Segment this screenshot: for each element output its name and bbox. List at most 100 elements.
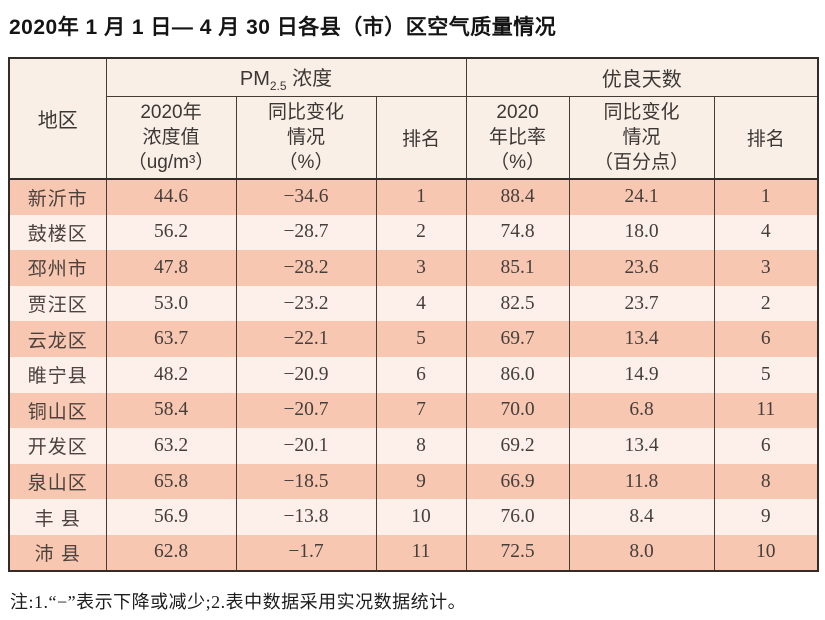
cell-pm-change: −20.9 bbox=[235, 356, 377, 393]
cell-good-change: 24.1 bbox=[568, 179, 715, 215]
cell-region: 丰 县 bbox=[8, 499, 107, 535]
cell-region: 邳州市 bbox=[8, 250, 107, 286]
cell-region: 铜山区 bbox=[8, 392, 107, 429]
header-pm25-group: PM2.5 浓度 bbox=[105, 58, 467, 97]
pm25-label-subscript: 2.5 bbox=[269, 78, 287, 93]
header-good-rank: 排名 bbox=[713, 96, 819, 180]
cell-pm-rank: 10 bbox=[375, 499, 467, 535]
cell-pm-value: 56.9 bbox=[105, 499, 237, 535]
header-good-rate: 2020 年比率 （%） bbox=[465, 96, 570, 180]
cell-good-rate: 66.9 bbox=[465, 463, 570, 500]
cell-good-change: 14.9 bbox=[568, 356, 715, 393]
table-row: 铜山区 58.4 −20.7 7 70.0 6.8 11 bbox=[8, 392, 819, 429]
cell-good-rate: 72.5 bbox=[465, 534, 570, 571]
header-pm-change: 同比变化 情况 （%） bbox=[235, 96, 377, 180]
table-row: 云龙区 63.7 −22.1 5 69.7 13.4 6 bbox=[8, 321, 819, 357]
header-good-change: 同比变化 情况 （百分点） bbox=[568, 96, 715, 180]
cell-good-change: 11.8 bbox=[568, 463, 715, 500]
cell-pm-rank: 2 bbox=[375, 214, 467, 251]
cell-pm-rank: 8 bbox=[375, 428, 467, 464]
table-row: 睢宁县 48.2 −20.9 6 86.0 14.9 5 bbox=[8, 356, 819, 393]
cell-pm-change: −1.7 bbox=[235, 534, 377, 571]
cell-pm-rank: 9 bbox=[375, 463, 467, 500]
cell-pm-value: 47.8 bbox=[105, 250, 237, 286]
cell-region: 睢宁县 bbox=[8, 356, 107, 393]
header-sub-row: 2020年 浓度值 （ug/m³） 同比变化 情况 （%） 排名 2020 年比… bbox=[9, 96, 819, 180]
cell-good-change: 6.8 bbox=[568, 392, 715, 429]
cell-good-rate: 82.5 bbox=[465, 285, 570, 322]
cell-pm-change: −18.5 bbox=[235, 463, 377, 500]
cell-good-rate: 85.1 bbox=[465, 250, 570, 286]
cell-pm-change: −28.2 bbox=[235, 250, 377, 286]
cell-region: 泉山区 bbox=[8, 463, 107, 500]
cell-pm-change: −34.6 bbox=[235, 179, 377, 215]
cell-pm-change: −20.7 bbox=[235, 392, 377, 429]
cell-pm-value: 65.8 bbox=[105, 463, 237, 500]
header-region: 地区 bbox=[8, 58, 107, 180]
cell-good-rank: 5 bbox=[713, 356, 819, 393]
cell-good-change: 23.7 bbox=[568, 285, 715, 322]
pm25-label-prefix: PM bbox=[239, 67, 270, 90]
cell-region: 贾汪区 bbox=[8, 285, 107, 322]
cell-pm-rank: 4 bbox=[375, 285, 467, 322]
cell-good-change: 18.0 bbox=[568, 214, 715, 251]
table-header: 地区 PM2.5 浓度 优良天数 2020年 浓度值 （ug/m³） 同比变化 … bbox=[8, 58, 819, 180]
cell-pm-value: 58.4 bbox=[105, 392, 237, 429]
cell-pm-value: 63.7 bbox=[105, 321, 237, 357]
cell-pm-value: 62.8 bbox=[105, 534, 237, 571]
cell-pm-change: −22.1 bbox=[235, 321, 377, 357]
table-row: 贾汪区 53.0 −23.2 4 82.5 23.7 2 bbox=[8, 285, 819, 322]
header-pm-rank: 排名 bbox=[375, 96, 467, 180]
cell-pm-rank: 3 bbox=[375, 250, 467, 286]
cell-pm-rank: 7 bbox=[375, 392, 467, 429]
table-row: 邳州市 47.8 −28.2 3 85.1 23.6 3 bbox=[8, 250, 819, 286]
cell-good-rank: 6 bbox=[713, 321, 819, 357]
cell-good-rate: 88.4 bbox=[465, 179, 570, 215]
cell-good-change: 13.4 bbox=[568, 321, 715, 357]
cell-pm-rank: 6 bbox=[375, 356, 467, 393]
table-row: 沛 县 62.8 −1.7 11 72.5 8.0 10 bbox=[8, 534, 819, 571]
cell-good-change: 8.0 bbox=[568, 534, 715, 571]
cell-region: 鼓楼区 bbox=[8, 214, 107, 251]
cell-pm-value: 56.2 bbox=[105, 214, 237, 251]
cell-good-rank: 4 bbox=[713, 214, 819, 251]
cell-good-rank: 11 bbox=[713, 392, 819, 429]
cell-region: 沛 县 bbox=[8, 534, 107, 571]
cell-good-rate: 70.0 bbox=[465, 392, 570, 429]
cell-good-change: 13.4 bbox=[568, 428, 715, 464]
footnote: 注:1.“−”表示下降或减少;2.表中数据采用实况数据统计。 bbox=[10, 591, 467, 612]
cell-good-rank: 9 bbox=[713, 499, 819, 535]
cell-region: 开发区 bbox=[8, 428, 107, 464]
air-quality-table: 地区 PM2.5 浓度 优良天数 2020年 浓度值 （ug/m³） 同比变化 … bbox=[8, 57, 820, 572]
header-good-days-group: 优良天数 bbox=[465, 58, 819, 97]
header-group-row: 地区 PM2.5 浓度 优良天数 bbox=[8, 58, 819, 180]
cell-pm-change: −13.8 bbox=[235, 499, 377, 535]
pm25-label-suffix: 浓度 bbox=[286, 67, 333, 90]
cell-good-rank: 8 bbox=[713, 463, 819, 500]
cell-good-rate: 69.7 bbox=[465, 321, 570, 357]
cell-pm-value: 44.6 bbox=[105, 179, 237, 215]
cell-region: 云龙区 bbox=[8, 321, 107, 357]
page-title: 2020年 1 月 1 日— 4 月 30 日各县（市）区空气质量情况 bbox=[9, 16, 557, 39]
cell-pm-rank: 11 bbox=[375, 534, 467, 571]
cell-good-change: 8.4 bbox=[568, 499, 715, 535]
table-row: 开发区 63.2 −20.1 8 69.2 13.4 6 bbox=[8, 428, 819, 464]
cell-pm-value: 53.0 bbox=[105, 285, 237, 322]
cell-good-rank: 3 bbox=[713, 250, 819, 286]
cell-pm-value: 48.2 bbox=[105, 356, 237, 393]
cell-pm-value: 63.2 bbox=[105, 428, 237, 464]
table-row: 鼓楼区 56.2 −28.7 2 74.8 18.0 4 bbox=[8, 214, 819, 251]
cell-good-rate: 86.0 bbox=[465, 356, 570, 393]
cell-good-rank: 1 bbox=[713, 179, 819, 215]
cell-pm-change: −28.7 bbox=[235, 214, 377, 251]
cell-good-rank: 10 bbox=[713, 534, 819, 571]
cell-good-change: 23.6 bbox=[568, 250, 715, 286]
table-body: 新沂市 44.6 −34.6 1 88.4 24.1 1 鼓楼区 56.2 −2… bbox=[8, 179, 819, 571]
cell-good-rate: 74.8 bbox=[465, 214, 570, 251]
table-row: 丰 县 56.9 −13.8 10 76.0 8.4 9 bbox=[8, 499, 819, 535]
cell-pm-rank: 5 bbox=[375, 321, 467, 357]
table-row: 泉山区 65.8 −18.5 9 66.9 11.8 8 bbox=[8, 463, 819, 500]
cell-good-rate: 76.0 bbox=[465, 499, 570, 535]
cell-pm-change: −20.1 bbox=[235, 428, 377, 464]
